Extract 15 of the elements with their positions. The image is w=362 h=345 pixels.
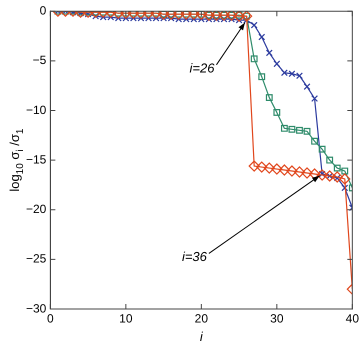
y-tick-label: −5	[32, 53, 47, 68]
y-tick-label: −30	[26, 301, 47, 316]
y-axis-title: log10 σi /σ1	[7, 128, 26, 192]
x-axis-title: i	[200, 328, 204, 344]
y-tick-label: 0	[40, 4, 47, 18]
y-tick-label: −25	[26, 252, 47, 266]
y-tick-label: −10	[26, 102, 47, 117]
x-tick-label: 30	[270, 312, 284, 326]
x-tick-label: 20	[194, 312, 208, 326]
annotation: i=36	[182, 249, 208, 264]
y-tick-label: −20	[26, 202, 47, 216]
y-tick-label: −15	[26, 152, 47, 166]
x-tick-label: 40	[346, 312, 360, 326]
annotation: i=26	[189, 60, 216, 76]
x-tick-label: 10	[119, 312, 133, 326]
